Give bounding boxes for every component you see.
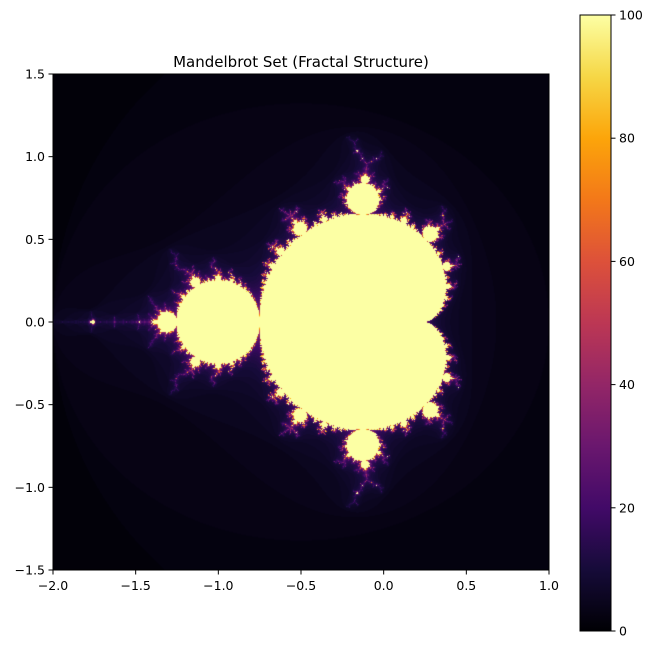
colorbar-frame xyxy=(579,14,612,632)
plot-area xyxy=(52,73,550,571)
x-tick-label: 0.5 xyxy=(456,578,476,593)
colorbar-tick-label: 100 xyxy=(619,8,643,23)
colorbar: 0 20 40 60 80 100 xyxy=(579,8,643,639)
y-tick-label: −0.5 xyxy=(15,397,45,412)
colorbar-tick-label: 60 xyxy=(619,254,635,269)
x-tick-label: 1.0 xyxy=(539,578,559,593)
colorbar-gradient xyxy=(580,15,611,631)
y-tick-label: −1.5 xyxy=(15,563,45,578)
colorbar-tick-label: 40 xyxy=(619,377,635,392)
colorbar-tick-label: 80 xyxy=(619,131,635,146)
mandelbrot-heatmap-container xyxy=(53,74,549,570)
x-tick-label: −1.5 xyxy=(120,578,150,593)
x-tick-label: −1.0 xyxy=(203,578,233,593)
y-tick-label: 1.0 xyxy=(25,149,45,164)
x-axis: −2.0 −1.5 −1.0 −0.5 0.0 0.5 1.0 xyxy=(38,570,559,593)
y-tick-label: −1.0 xyxy=(15,480,45,495)
x-tick-label: 0.0 xyxy=(374,578,394,593)
colorbar-axis: 0 20 40 60 80 100 xyxy=(611,8,643,639)
y-tick-label: 1.5 xyxy=(25,67,45,82)
chart-title: Mandelbrot Set (Fractal Structure) xyxy=(173,53,429,71)
y-tick-label: 0.5 xyxy=(25,232,45,247)
colorbar-tick-label: 0 xyxy=(619,624,627,639)
x-tick-label: −2.0 xyxy=(38,578,68,593)
mandelbrot-heatmap xyxy=(53,74,549,570)
y-tick-label: 0.0 xyxy=(25,315,45,330)
colorbar-tick-label: 20 xyxy=(619,500,635,515)
x-tick-label: −0.5 xyxy=(286,578,316,593)
y-axis: −1.5 −1.0 −0.5 0.0 0.5 1.0 1.5 xyxy=(15,67,53,578)
